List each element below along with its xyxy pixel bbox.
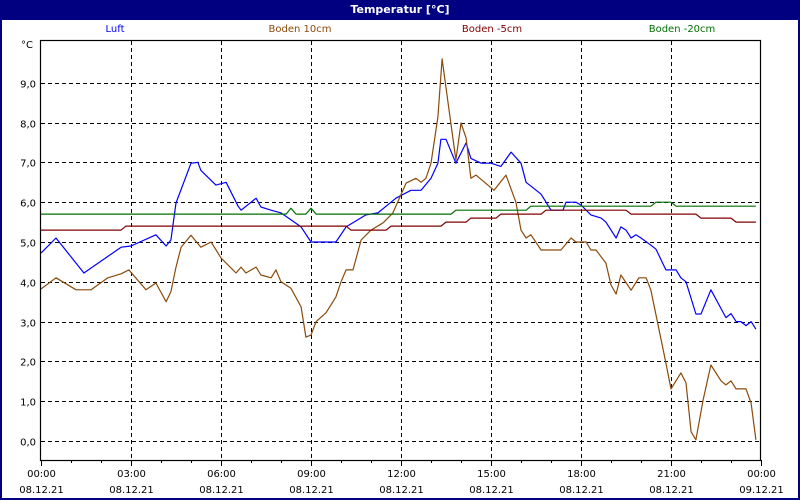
y-tick-label: 6,0 (20, 199, 36, 210)
y-tick-label: 3,0 (20, 319, 36, 330)
y-tick-label: 9,0 (20, 80, 36, 91)
y-tick-label: 2,0 (20, 358, 36, 369)
legend-item-luft: Luft (105, 24, 125, 35)
y-tick-label: 1,0 (20, 398, 36, 409)
x-tick-time: 09:00 (297, 469, 326, 480)
series-boden-20cm (41, 201, 756, 215)
plot-frame (39, 39, 762, 462)
y-tick-label: 7,0 (20, 159, 36, 170)
series-boden-5cm (41, 209, 756, 231)
x-tick-date: 08.12.21 (199, 485, 244, 496)
y-tick-label: 4,0 (20, 279, 36, 290)
x-tick-date: 08.12.21 (649, 485, 694, 496)
x-tick-time: 03:00 (117, 469, 146, 480)
series-luft (40, 138, 757, 330)
y-tick-label: 5,0 (20, 239, 36, 250)
x-tick-time: 00:00 (27, 469, 56, 480)
x-axis: 00:00 08.12.21 03:00 08.12.21 06:00 08.12.21 0… (19, 460, 784, 496)
x-tick-time: 06:00 (207, 469, 236, 480)
y-axis-unit: °C (21, 40, 33, 51)
x-tick-date: 08.12.21 (469, 485, 514, 496)
x-tick-date: 08.12.21 (559, 485, 604, 496)
grid-lines (41, 41, 760, 460)
x-tick-date: 08.12.21 (109, 485, 154, 496)
x-tick-time: 12:00 (387, 469, 416, 480)
x-tick-time: 00:00 (747, 469, 776, 480)
data-series (40, 58, 757, 441)
x-tick-date: 08.12.21 (379, 485, 424, 496)
y-axis: 0,0 1,0 2,0 3,0 4,0 5,0 6,0 7,0 8,0 9,0 (20, 80, 36, 449)
legend: Luft Boden 10cm Boden -5cm Boden -20cm (2, 24, 798, 38)
x-tick-date: 08.12.21 (289, 485, 334, 496)
x-tick-date: 09.12.21 (739, 485, 784, 496)
y-tick-label: 8,0 (20, 120, 36, 131)
x-tick-time: 21:00 (657, 469, 686, 480)
series-boden-10cm (40, 58, 757, 441)
legend-item-boden-10cm: Boden 10cm (268, 24, 332, 35)
x-tick-time: 18:00 (567, 469, 596, 480)
legend-item-boden-20cm: Boden -20cm (648, 24, 716, 35)
legend-item-boden-5cm: Boden -5cm (461, 24, 523, 35)
x-tick-date: 08.12.21 (19, 485, 64, 496)
x-tick-time: 15:00 (477, 469, 506, 480)
window-title: Temperatur [°C] (0, 0, 800, 20)
y-tick-label: 0,0 (20, 438, 36, 449)
